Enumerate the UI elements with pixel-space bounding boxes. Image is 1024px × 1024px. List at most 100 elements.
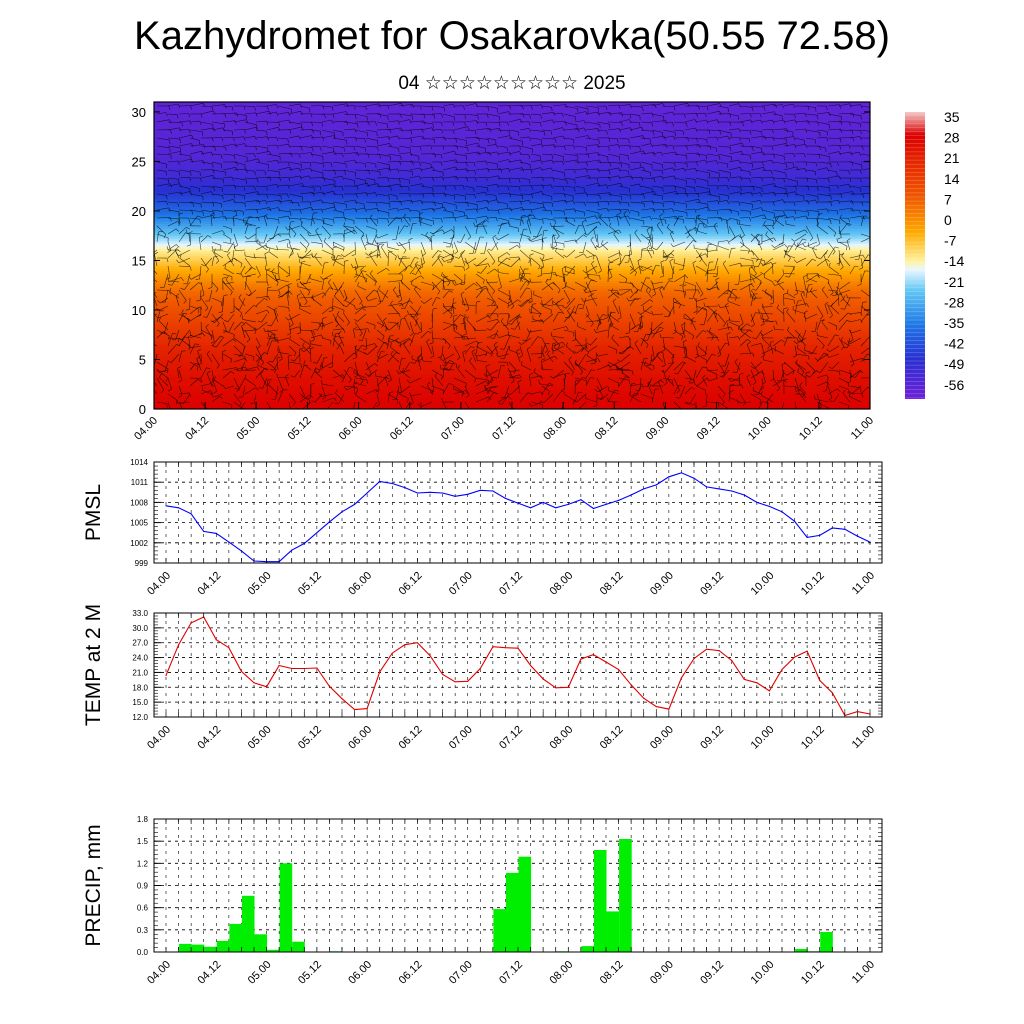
wind-barb-tick xyxy=(761,303,764,308)
wind-barb xyxy=(486,151,497,155)
wind-barb xyxy=(541,265,543,276)
wind-barb-tick xyxy=(519,145,521,150)
wind-barb xyxy=(475,137,489,140)
wind-barb xyxy=(704,345,708,356)
heatmap-band xyxy=(154,198,870,202)
wind-barb-tick xyxy=(333,255,335,260)
wind-barb xyxy=(717,135,728,139)
wind-barb-tick xyxy=(330,256,334,261)
wind-barb-tick xyxy=(289,291,293,295)
wind-barb-tick xyxy=(176,259,180,264)
wind-barb-tick xyxy=(565,200,568,204)
wind-barb xyxy=(659,215,664,227)
wind-barb xyxy=(242,319,257,323)
wind-barb-tick xyxy=(508,130,511,135)
wind-barb-tick xyxy=(649,299,654,303)
wind-barb xyxy=(241,325,246,339)
wind-barb-tick xyxy=(518,178,521,183)
wind-barb xyxy=(849,151,860,155)
wind-barb xyxy=(299,145,313,148)
wind-barb xyxy=(805,225,814,239)
wind-barb-tick xyxy=(444,193,447,197)
wind-barb xyxy=(810,290,818,299)
wind-barb xyxy=(244,169,255,172)
wind-barb xyxy=(310,329,315,340)
wind-barb xyxy=(381,246,389,259)
wind-barb-tick xyxy=(474,249,477,254)
wind-barb xyxy=(827,137,841,139)
heatmap-band xyxy=(154,220,870,224)
wind-barb-tick xyxy=(301,146,303,151)
wind-barb-tick xyxy=(256,238,259,243)
wind-barb xyxy=(189,193,203,197)
wind-barb xyxy=(518,276,532,283)
wind-barb xyxy=(563,113,576,117)
wind-barb xyxy=(663,255,675,259)
heatmap-band xyxy=(154,158,870,163)
wind-barb-tick xyxy=(643,203,645,208)
wind-barb-tick xyxy=(353,146,356,151)
wind-barb-tick xyxy=(540,122,542,127)
wind-barb xyxy=(398,339,411,347)
wind-barb xyxy=(486,105,498,109)
wind-barb-tick xyxy=(773,154,775,159)
wind-barb xyxy=(497,129,510,131)
wind-barb-tick xyxy=(312,192,315,197)
wind-barb xyxy=(287,284,290,299)
wind-barb-tick xyxy=(455,138,457,143)
wind-barb xyxy=(301,305,312,307)
wind-barb-tick xyxy=(293,233,297,238)
wind-barb-tick xyxy=(288,307,290,312)
wind-barb xyxy=(750,233,759,243)
wind-barb xyxy=(643,309,653,315)
wind-barb xyxy=(449,233,455,247)
wind-barb-tick xyxy=(485,278,488,284)
wind-barb xyxy=(651,201,664,204)
wind-barb-tick xyxy=(431,127,435,132)
wind-barb xyxy=(683,317,697,323)
wind-barb-tick xyxy=(550,210,553,215)
wind-barb xyxy=(268,336,279,339)
heatmap-band xyxy=(154,257,870,262)
wind-barb xyxy=(167,151,180,155)
wind-barb-tick xyxy=(757,243,762,245)
wind-barb xyxy=(365,337,368,349)
wind-barb-tick xyxy=(826,348,830,352)
wind-barb-tick xyxy=(653,152,656,157)
wind-barb xyxy=(299,233,310,245)
wind-barb-tick xyxy=(447,345,451,350)
wind-barb xyxy=(244,158,258,163)
wind-barb xyxy=(838,137,853,139)
wind-barb-tick xyxy=(787,257,791,262)
wind-barb-tick xyxy=(519,269,521,274)
wind-barb xyxy=(387,249,397,257)
wind-barb-tick xyxy=(346,204,348,209)
wind-barb-tick xyxy=(782,199,785,204)
wind-barb xyxy=(491,241,499,251)
wind-barb-tick xyxy=(265,215,268,220)
wind-barb xyxy=(288,345,297,353)
wind-barb xyxy=(684,177,695,180)
wind-barb-tick xyxy=(274,337,277,342)
wind-barb-tick xyxy=(518,341,522,345)
wind-barb-tick xyxy=(820,315,824,320)
wind-barb xyxy=(268,251,279,259)
wind-barb-tick xyxy=(169,119,172,124)
wind-barb xyxy=(717,240,728,243)
wind-barb-tick xyxy=(276,160,280,164)
wind-barb-tick xyxy=(747,249,750,254)
wind-barb xyxy=(332,120,347,123)
wind-barb-tick xyxy=(297,252,299,257)
wind-barb xyxy=(154,292,158,299)
wind-barb xyxy=(577,326,587,331)
wind-barb-tick xyxy=(772,282,776,286)
wind-barb-tick xyxy=(460,283,465,286)
wind-barb-tick xyxy=(722,260,727,264)
wind-barb xyxy=(530,104,542,107)
wind-barb xyxy=(376,185,391,188)
wind-barb xyxy=(200,289,202,301)
wind-barb xyxy=(277,249,290,251)
wind-barb xyxy=(508,118,521,123)
wind-barb-tick xyxy=(473,326,476,331)
wind-barb-tick xyxy=(416,264,421,267)
